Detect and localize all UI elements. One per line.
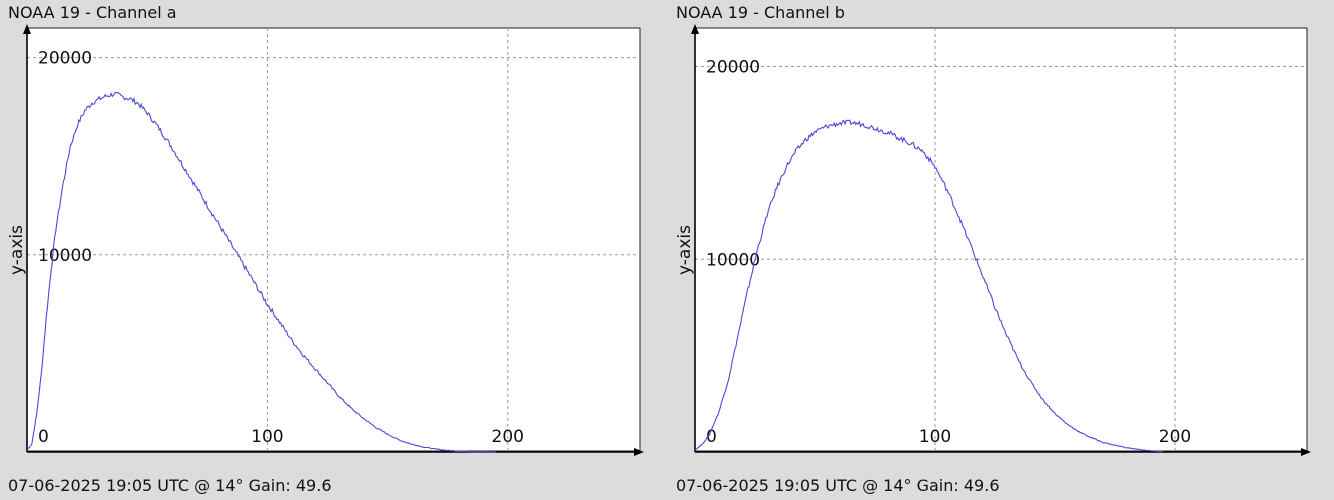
- chart-b-x-arrow-icon: [1301, 448, 1311, 456]
- chart-a-x-arrow-icon: [634, 448, 644, 456]
- chart-b-series-line: [694, 119, 1163, 453]
- chart-b-x-tick-label: 200: [1159, 427, 1191, 447]
- chart-b-plot-area: [694, 27, 1308, 452]
- chart-a-y-tick-label: 10000: [38, 246, 92, 266]
- chart-a-ylabel: y-axis: [7, 225, 27, 275]
- chart-a-x-tick-label: 0: [38, 427, 49, 447]
- chart-b-tick-labels: 0 100 200 10000 20000: [706, 58, 1191, 447]
- chart-a-y-arrow-icon: [23, 24, 31, 34]
- chart-b-grid: [695, 28, 1307, 452]
- chart-b-x-tick-label: 100: [919, 427, 951, 447]
- chart-b-ylabel: y-axis: [675, 225, 695, 275]
- chart-a-grid: [27, 28, 640, 452]
- chart-a-x-tick-label: 100: [251, 427, 283, 447]
- chart-a-y-tick-label: 20000: [38, 49, 92, 69]
- chart-b-y-arrow-icon: [691, 24, 699, 34]
- chart-b-x-tick-label: 0: [706, 427, 717, 447]
- chart-a-tick-labels: 0 100 200 10000 20000: [38, 49, 524, 447]
- chart-a-series-line: [26, 91, 496, 453]
- chart-a-footer-status: 07-06-2025 19:05 UTC @ 14° Gain: 49.6: [8, 476, 332, 495]
- chart-b: 0 100 200 10000 20000 y-axis: [675, 24, 1311, 456]
- chart-a: 0 100 200 10000 20000 y-axis: [7, 24, 644, 456]
- chart-b-y-tick-label: 10000: [706, 250, 760, 270]
- chart-a-x-tick-label: 200: [492, 427, 524, 447]
- chart-a-title: NOAA 19 - Channel a: [8, 3, 177, 22]
- chart-a-plot-area: [26, 27, 641, 452]
- chart-b-y-tick-label: 20000: [706, 58, 760, 78]
- chart-b-footer-status: 07-06-2025 19:05 UTC @ 14° Gain: 49.6: [676, 476, 1000, 495]
- chart-b-title: NOAA 19 - Channel b: [676, 3, 845, 22]
